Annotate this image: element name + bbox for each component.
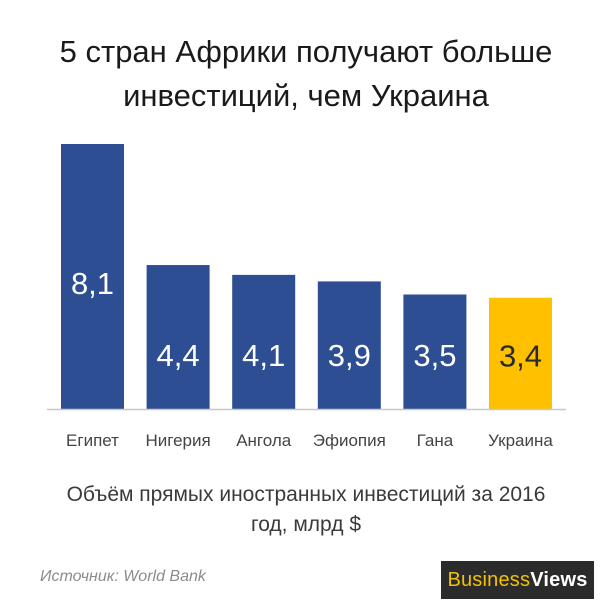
bar-value-label-6: 3,4 (499, 338, 542, 373)
category-label-3: Ангола (236, 431, 292, 450)
logo-part-views: Views (530, 568, 588, 591)
category-label-4: Эфиопия (313, 431, 386, 450)
category-label-5: Гана (417, 431, 454, 450)
category-label-6: Украина (488, 431, 553, 450)
bar-value-label-4: 3,9 (328, 338, 371, 373)
bar-3 (232, 274, 296, 409)
bar-6 (489, 297, 552, 409)
chart-caption-line-1: Объём прямых иностранных инвестиций за 2… (66, 483, 546, 506)
bar-4 (317, 281, 381, 409)
category-label-1: Египет (66, 431, 119, 450)
chart-title: 5 стран Африки получают больше инвестици… (0, 30, 612, 118)
businessviews-logo: Business Views (441, 561, 594, 599)
chart-caption-line-2: год, млрд $ (251, 513, 361, 536)
bar-5 (403, 294, 467, 409)
chart-title-line-2: инвестиций, чем Украина (123, 78, 489, 113)
source-note: Источник: World Bank (40, 568, 206, 585)
category-label-2: Нигерия (145, 431, 210, 450)
bar-2 (146, 265, 210, 409)
bar-1 (61, 144, 124, 409)
chart-caption: Объём прямых иностранных инвестиций за 2… (0, 480, 612, 540)
bar-value-label-2: 4,4 (157, 338, 200, 373)
logo-part-business: Business (447, 568, 531, 591)
bar-value-label-3: 4,1 (242, 338, 285, 373)
bar-value-label-1: 8,1 (71, 266, 114, 301)
chart-title-line-1: 5 стран Африки получают больше (59, 34, 553, 69)
bar-value-label-5: 3,5 (413, 338, 456, 373)
